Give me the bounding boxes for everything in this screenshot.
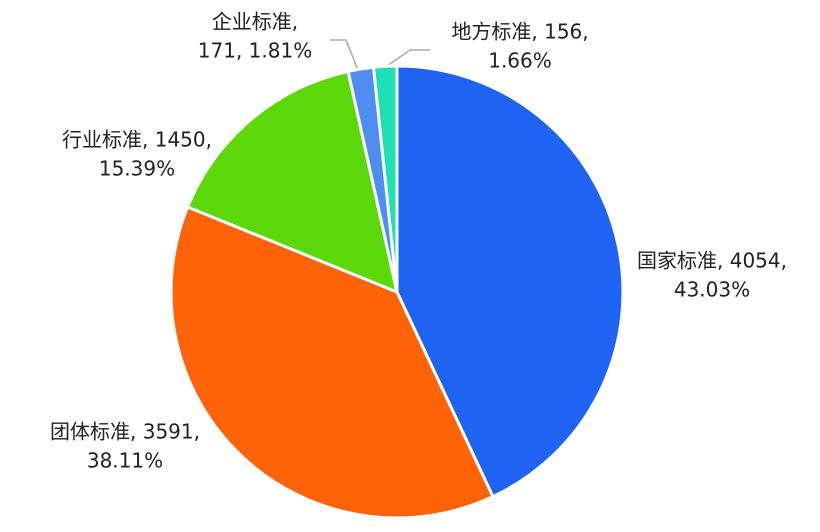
pie-slice	[371, 64, 399, 293]
data-label: 国家标准, 4054,	[637, 249, 787, 273]
leader-line	[330, 39, 359, 71]
data-label: 38.11%	[87, 449, 163, 473]
pie-slice	[395, 64, 625, 499]
leader-line	[383, 49, 430, 69]
data-label: 地方标准, 156,	[451, 20, 588, 44]
data-label: 171, 1.81%	[198, 39, 312, 63]
data-label: 1.66%	[488, 49, 552, 73]
pie-slice	[185, 69, 400, 295]
pie-slice	[169, 205, 495, 520]
data-label: 企业标准,	[212, 10, 298, 34]
data-label: 团体标准, 3591,	[50, 420, 200, 444]
data-label: 15.39%	[99, 157, 175, 181]
data-label: 行业标准, 1450,	[62, 128, 212, 152]
data-label: 43.03%	[674, 278, 750, 302]
